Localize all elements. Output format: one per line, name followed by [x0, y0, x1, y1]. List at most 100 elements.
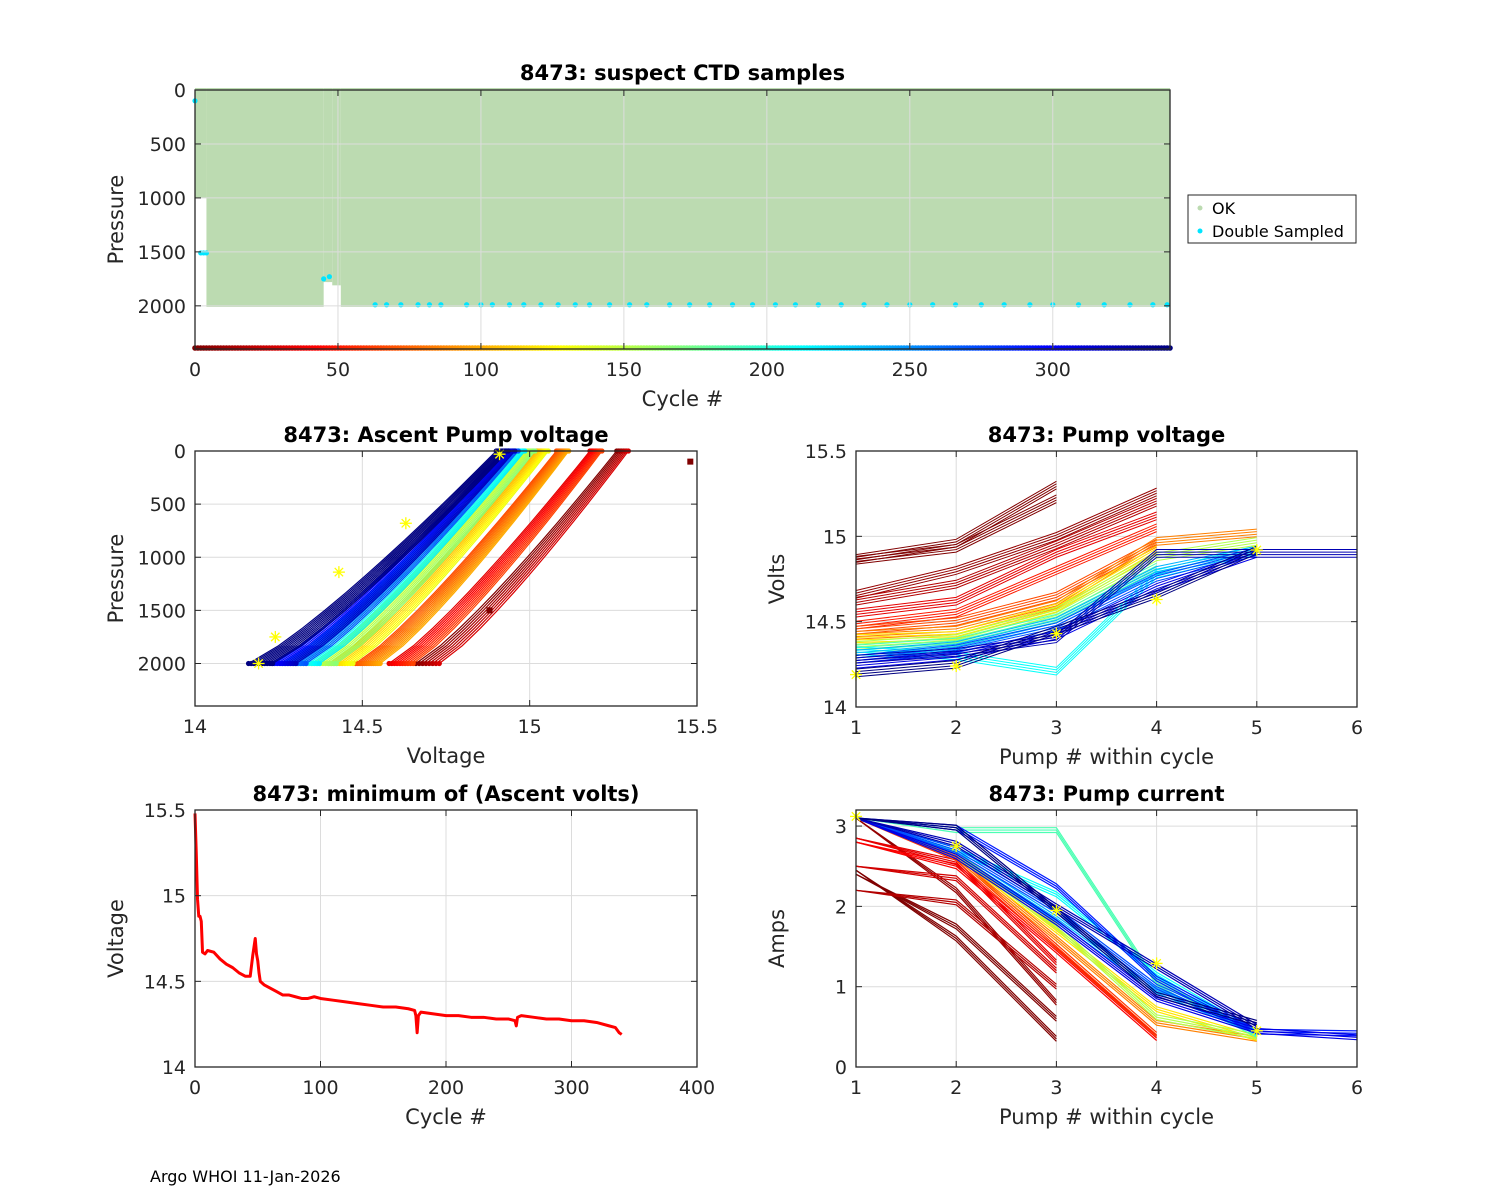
pump-current-line [855, 817, 1057, 1006]
pump-current-line [855, 817, 1157, 1038]
double-sampled-point [538, 302, 544, 308]
y-tick-label: 14.5 [805, 612, 847, 634]
pump-current-line [855, 817, 1258, 1025]
ascent-profile-line [422, 450, 621, 664]
pumpcurrent-ylabel: Amps [765, 909, 789, 968]
x-tick-label: 5 [1251, 717, 1263, 739]
x-tick-label: 250 [892, 359, 928, 381]
pump-voltage-line [855, 547, 1257, 656]
star-stroke [1151, 958, 1162, 969]
pump-current-line [855, 873, 1057, 1017]
ascent-profile-line [402, 450, 598, 664]
pump-current-line [855, 841, 1157, 1037]
pump-voltage-line [855, 502, 1057, 565]
ascent-profile-line [290, 450, 513, 665]
pump-voltage-line [855, 541, 1157, 630]
pump-voltage-line [855, 499, 1057, 563]
suspect-ylabel: Pressure [104, 175, 128, 265]
double-sampled-point [749, 302, 756, 308]
pump-current-line [855, 837, 1057, 961]
ascent-ticks: 14 14.5 15 15.5 0 500 1000 1500 2000 [138, 441, 719, 738]
double-sampled-point [489, 302, 495, 308]
star-stroke [270, 632, 280, 642]
ascent-profile-line [399, 450, 596, 664]
ascent-profile-line [293, 450, 515, 664]
ascent-profile-line [357, 450, 559, 664]
ascent-profile-line [300, 450, 517, 664]
y-tick-label: 15 [823, 526, 847, 548]
ascent-profile-point [270, 660, 276, 667]
ok-samples-band [323, 88, 333, 283]
x-tick-label: 200 [428, 1077, 464, 1099]
ascent-profile-line [368, 450, 564, 664]
y-tick-label: 15.5 [805, 441, 847, 463]
pump-voltage-line [855, 545, 1257, 651]
pump-current-line [855, 889, 1057, 988]
ascent-profile-line [256, 450, 501, 665]
minvolts-xlabel: Cycle # [405, 1105, 487, 1129]
x-tick-label: 6 [1351, 717, 1363, 739]
pumpvolt-ylabel: Volts [765, 554, 789, 605]
ascent-profile-line [261, 450, 504, 665]
y-tick-label: 14 [823, 697, 847, 719]
pump-current-line [855, 889, 1057, 985]
legend-box [1187, 194, 1357, 244]
pump-current-line [855, 873, 1057, 1022]
ascent-profile-line [319, 450, 528, 664]
ascent-profile-line [396, 450, 595, 664]
ascent-profile-line [412, 450, 603, 664]
ascent-profile-line [375, 450, 567, 664]
pumpvolt-highlight-star [1050, 627, 1063, 640]
double-sampled-point [438, 302, 444, 308]
x-tick-label: 3 [1050, 1077, 1062, 1099]
x-tick-label: 100 [463, 359, 499, 381]
minvolts-title: 8473: minimum of (Ascent volts) [252, 782, 639, 806]
panel-suspect-ctd-samples: 0 50 100 150 200 250 300 0 500 1000 1500 2000 8473:… [104, 61, 1357, 411]
suspect-axes-box [194, 89, 1171, 350]
ascent-profile-line [341, 450, 544, 664]
pumpvolt-xlabel: Pump # within cycle [999, 745, 1214, 769]
ascent-profile-line [311, 450, 522, 664]
x-tick-label: 2 [950, 717, 962, 739]
ascent-profile-line [308, 450, 521, 664]
star-stroke [1051, 628, 1062, 639]
pump-voltage-line [855, 495, 1157, 599]
y-tick-label: 2000 [138, 296, 186, 318]
double-sampled-point [729, 302, 736, 308]
pump-current-line [855, 817, 1358, 1037]
ascent-profile-line [361, 450, 561, 664]
pump-voltage-line [855, 554, 1357, 661]
pump-voltage-line [855, 528, 1157, 627]
pump-voltage-line [855, 505, 1157, 606]
ascent-profile-line [418, 450, 619, 664]
double-sampled-point [1127, 302, 1133, 308]
pump-voltage-line [855, 516, 1157, 615]
ascent-profile-line [379, 450, 570, 664]
pump-current-line [855, 865, 1057, 972]
double-sampled-point [644, 302, 650, 308]
pump-current-line [855, 837, 1057, 966]
ascent-profile-point [436, 660, 442, 667]
x-tick-label: 4 [1151, 1077, 1163, 1099]
ascent-profile-line [373, 450, 566, 664]
pumpcurrent-marks [850, 810, 1358, 1042]
ascent-profile-line [377, 450, 569, 664]
pump-current-line [855, 817, 1057, 1004]
star-stroke [951, 841, 961, 851]
pump-current-line [855, 865, 1057, 974]
double-sampled-point [1075, 302, 1082, 308]
pump-current-line [855, 837, 1057, 964]
y-tick-label: 1500 [138, 600, 186, 622]
suspect-marks [192, 88, 1173, 351]
pump-voltage-line [855, 487, 1157, 592]
ascent-highlight-star [269, 630, 282, 643]
suspect-title: 8473: suspect CTD samples [520, 61, 845, 85]
ascent-profile-line [364, 450, 562, 664]
pump-voltage-line [855, 497, 1057, 560]
double-sampled-point [978, 302, 984, 308]
pumpvolt-highlight-star [1250, 543, 1263, 556]
double-sampled-point [667, 302, 673, 308]
ascent-profile-line [415, 450, 618, 664]
